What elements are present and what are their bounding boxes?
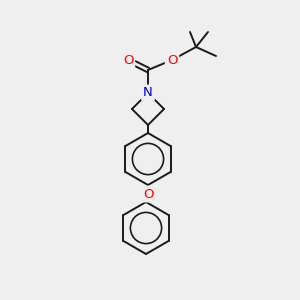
Text: N: N	[143, 86, 153, 100]
Text: O: O	[167, 53, 177, 67]
Text: O: O	[123, 53, 133, 67]
Text: O: O	[143, 188, 153, 200]
